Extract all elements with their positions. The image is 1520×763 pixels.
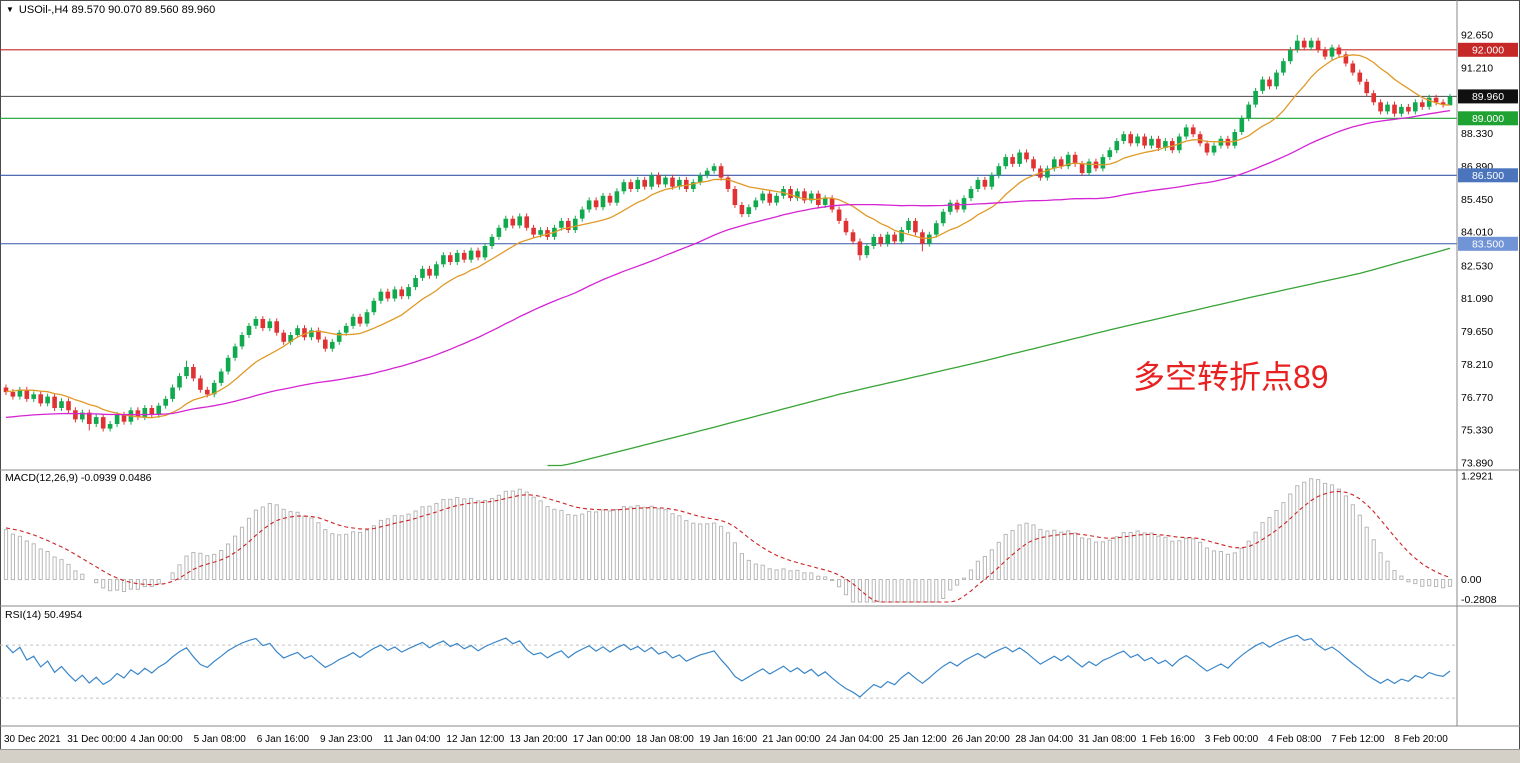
moving-average-fast xyxy=(5,54,1451,419)
price-badge-label: 89.960 xyxy=(1472,91,1504,103)
time-axis-label: 19 Jan 16:00 xyxy=(699,734,757,745)
time-axis-label: 17 Jan 00:00 xyxy=(573,734,631,745)
macd-histogram xyxy=(3,478,1453,603)
time-axis-label: 21 Jan 00:00 xyxy=(762,734,820,745)
price-axis-label: 81.090 xyxy=(1461,293,1493,305)
price-axis-label: 82.530 xyxy=(1461,260,1493,272)
price-axis-label: 85.450 xyxy=(1461,194,1493,206)
price-badge xyxy=(1458,168,1518,183)
symbol-dropdown-icon[interactable]: ▼ xyxy=(6,5,14,14)
time-axis-label: 6 Jan 16:00 xyxy=(257,734,310,745)
candlesticks[interactable] xyxy=(3,35,1453,432)
macd-signal-line xyxy=(5,490,1451,603)
macd-axis-label: -0.2808 xyxy=(1461,594,1497,606)
moving-average-slow xyxy=(547,247,1451,467)
time-axis-label: 30 Dec 2021 xyxy=(4,734,61,745)
time-axis-label: 4 Feb 08:00 xyxy=(1268,734,1322,745)
price-axis-label: 73.890 xyxy=(1461,458,1493,470)
horizontal-price-lines xyxy=(0,49,1457,245)
time-axis-label: 31 Jan 08:00 xyxy=(1078,734,1136,745)
time-axis-label: 3 Feb 00:00 xyxy=(1205,734,1259,745)
price-axis-label: 88.330 xyxy=(1461,128,1493,140)
symbol-info: ▼ USOil-,H4 89.570 90.070 89.560 89.960 xyxy=(6,4,215,16)
time-axis-label: 11 Jan 04:00 xyxy=(383,734,441,745)
macd-axis-label: 0.00 xyxy=(1461,574,1482,586)
price-axis-label: 79.650 xyxy=(1461,326,1493,338)
moving-average-medium xyxy=(5,109,1451,419)
time-axis-label: 5 Jan 08:00 xyxy=(194,734,247,745)
time-axis-label: 25 Jan 12:00 xyxy=(889,734,947,745)
price-axis: 92.65091.21088.33086.89085.45084.01082.5… xyxy=(1458,30,1518,470)
price-badge xyxy=(1458,111,1518,126)
time-axis-label: 8 Feb 20:00 xyxy=(1394,734,1448,745)
macd-axis-label: 1.2921 xyxy=(1461,471,1493,483)
time-axis-label: 31 Dec 00:00 xyxy=(67,734,127,745)
macd-indicator-label: MACD(12,26,9) -0.0939 0.0486 xyxy=(5,472,152,484)
price-axis-label: 76.770 xyxy=(1461,392,1493,404)
price-axis-label: 92.650 xyxy=(1461,30,1493,42)
price-axis-label: 75.330 xyxy=(1461,425,1493,437)
time-axis-label: 13 Jan 20:00 xyxy=(510,734,568,745)
symbol-ohlc-label: USOil-,H4 89.570 90.070 89.560 89.960 xyxy=(18,4,216,16)
rsi-line xyxy=(5,634,1451,698)
time-axis-label: 18 Jan 08:00 xyxy=(636,734,694,745)
price-badge xyxy=(1458,236,1518,251)
time-axis-label: 24 Jan 04:00 xyxy=(826,734,884,745)
time-axis-label: 28 Jan 04:00 xyxy=(1015,734,1073,745)
price-badge-label: 83.500 xyxy=(1472,238,1504,250)
price-axis-label: 78.210 xyxy=(1461,359,1493,371)
price-badge xyxy=(1458,42,1518,57)
price-axis-label: 91.210 xyxy=(1461,62,1493,74)
bottom-scrollbar-track[interactable] xyxy=(0,749,1520,763)
price-badge-label: 89.000 xyxy=(1472,113,1504,125)
time-axis-label: 9 Jan 23:00 xyxy=(320,734,373,745)
time-axis-label: 1 Feb 16:00 xyxy=(1142,734,1196,745)
time-axis-label: 12 Jan 12:00 xyxy=(446,734,504,745)
chart-text-annotation: 多空转折点89 xyxy=(1133,359,1329,395)
time-axis-label: 26 Jan 20:00 xyxy=(952,734,1010,745)
price-axis-label: 84.010 xyxy=(1461,227,1493,239)
price-badge-label: 86.500 xyxy=(1472,170,1504,182)
time-axis: 30 Dec 2021 31 Dec 00:00 4 Jan 00:00 5 Jan … xyxy=(4,734,1448,745)
time-axis-label: 4 Jan 00:00 xyxy=(130,734,183,745)
time-axis-label: 7 Feb 12:00 xyxy=(1331,734,1385,745)
rsi-indicator-label: RSI(14) 50.4954 xyxy=(5,609,83,621)
price-badge-label: 92.000 xyxy=(1472,44,1504,56)
price-badge xyxy=(1458,89,1518,104)
